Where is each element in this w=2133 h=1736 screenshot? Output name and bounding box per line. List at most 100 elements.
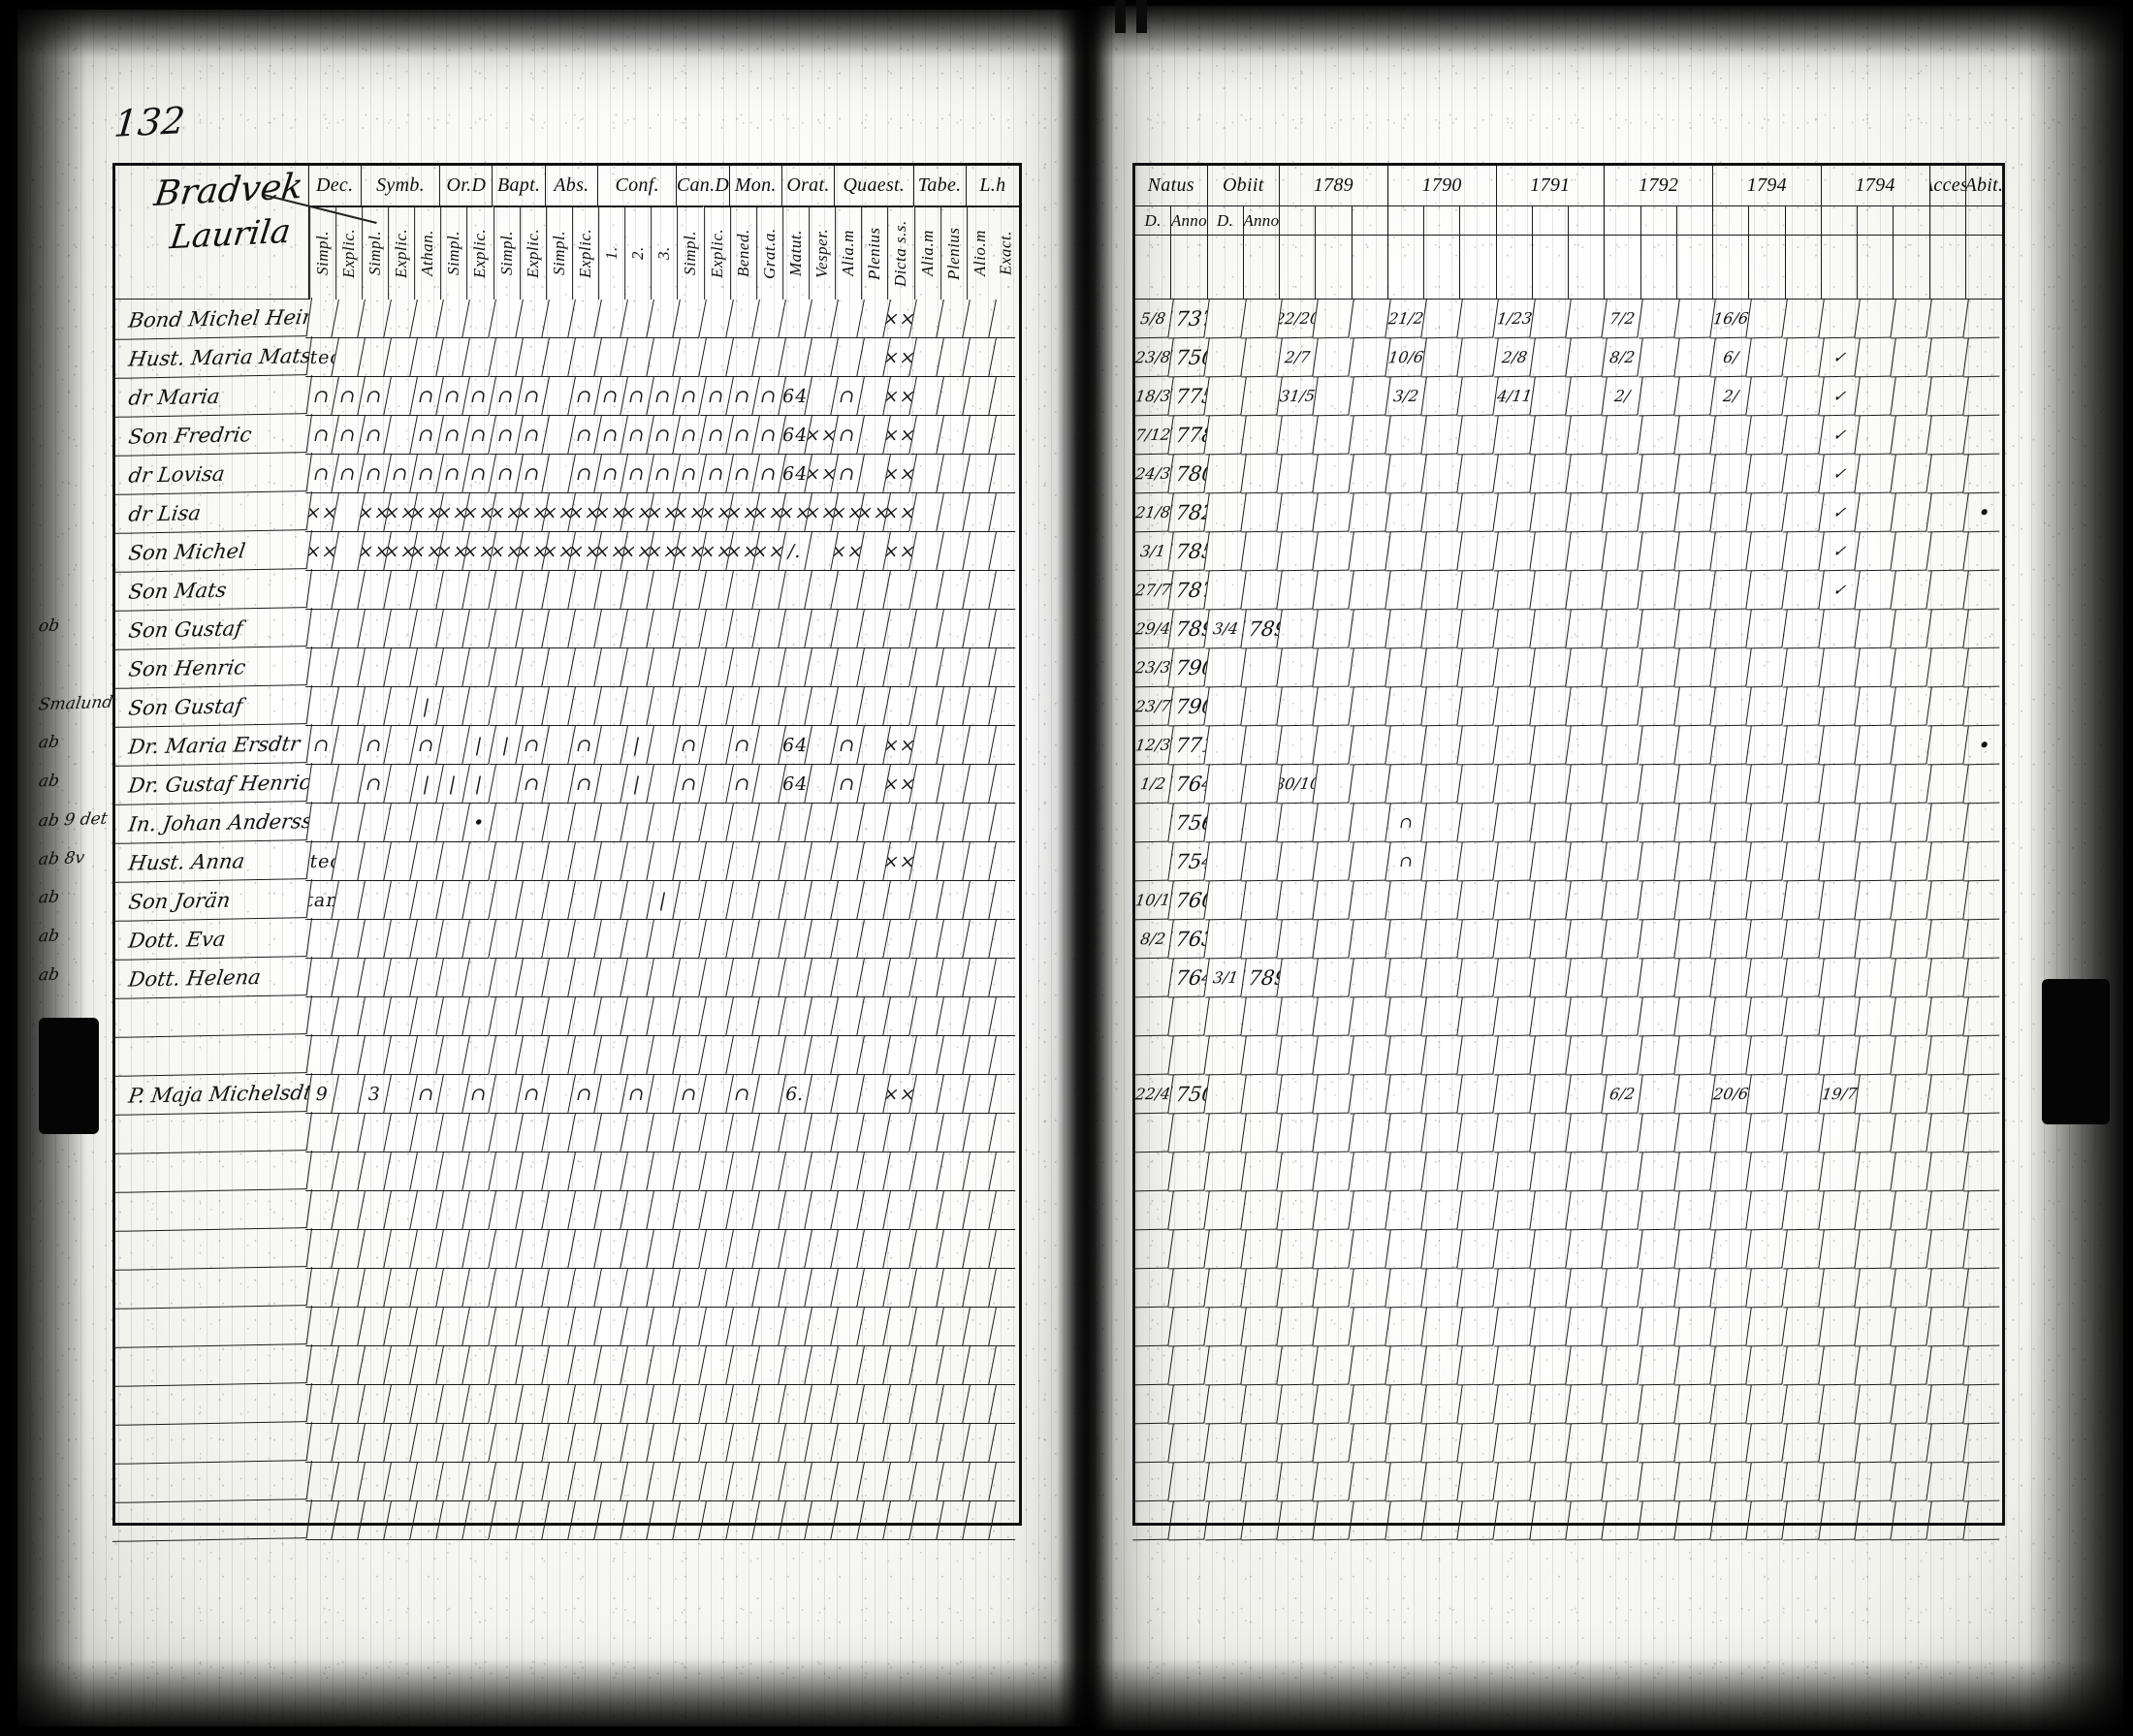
year-1794-cell[interactable] [1891, 1500, 1933, 1541]
year-1790-cell[interactable] [1421, 1384, 1464, 1425]
year-1794-cell[interactable] [1855, 1462, 1897, 1502]
year-1789-cell[interactable] [1349, 609, 1391, 649]
obiit-day-cell[interactable] [1204, 1345, 1247, 1386]
year-1790-cell[interactable]: 21/2 [1385, 299, 1427, 339]
obiit-year-cell[interactable] [1240, 725, 1283, 766]
year-1789-cell[interactable] [1277, 1268, 1320, 1309]
year-1791-cell[interactable] [1566, 376, 1608, 417]
year-1791-cell[interactable]: 2/8 [1493, 337, 1536, 378]
person-name-cell[interactable]: Hust. Maria Matsdtr [111, 336, 312, 379]
year-1794-cell[interactable] [1891, 803, 1933, 843]
obiit-year-cell[interactable] [1240, 1113, 1283, 1153]
natus-day-cell[interactable] [1132, 1268, 1175, 1309]
year-1794-cell[interactable] [1710, 454, 1753, 494]
acces-cell[interactable] [1926, 492, 1969, 533]
year-1789-cell[interactable] [1277, 531, 1320, 572]
abit-cell[interactable] [1962, 415, 2005, 456]
natus-year-cell[interactable]: 1756 [1168, 803, 1211, 843]
natus-year-cell[interactable]: 1760 [1168, 880, 1211, 921]
year-1791-cell[interactable] [1493, 1190, 1536, 1231]
year-1794-cell[interactable] [1746, 1113, 1789, 1153]
obiit-year-cell[interactable] [1240, 647, 1283, 688]
year-1794-cell[interactable] [1710, 1423, 1753, 1464]
year-1792-cell[interactable] [1602, 1190, 1644, 1231]
year-1792-cell[interactable] [1673, 1190, 1716, 1231]
year-1794-cell[interactable]: ✓ [1818, 531, 1861, 572]
year-1794-cell[interactable] [1891, 647, 1933, 688]
year-1794-cell[interactable] [1891, 958, 1933, 998]
abit-cell[interactable] [1962, 647, 2005, 688]
year-1791-cell[interactable] [1529, 531, 1572, 572]
person-name-cell[interactable] [111, 1112, 312, 1154]
year-1792-cell[interactable]: 8/2 [1602, 337, 1644, 378]
year-1794-cell[interactable] [1818, 880, 1861, 921]
acces-cell[interactable] [1926, 1307, 1969, 1347]
year-1794-cell[interactable] [1855, 299, 1897, 339]
year-1789-cell[interactable] [1313, 996, 1355, 1037]
year-1791-cell[interactable] [1493, 1152, 1536, 1192]
year-1794-cell[interactable] [1782, 1074, 1825, 1115]
year-1794-cell[interactable] [1891, 570, 1933, 611]
year-1790-cell[interactable] [1457, 1462, 1500, 1502]
year-1791-cell[interactable] [1566, 492, 1608, 533]
year-1794-cell[interactable] [1710, 1229, 1753, 1270]
person-name-cell[interactable] [111, 1499, 312, 1542]
year-1794-cell[interactable] [1710, 609, 1753, 649]
person-name-cell[interactable]: Dott. Helena [111, 957, 312, 999]
natus-day-cell[interactable] [1132, 1423, 1175, 1464]
year-1791-cell[interactable] [1529, 919, 1572, 960]
year-1789-cell[interactable] [1313, 958, 1355, 998]
year-1789-cell[interactable] [1277, 1113, 1320, 1153]
year-1789-cell[interactable] [1277, 919, 1320, 960]
year-1791-cell[interactable] [1493, 1462, 1536, 1502]
year-1789-cell[interactable] [1313, 1500, 1355, 1541]
year-1790-cell[interactable] [1385, 454, 1427, 494]
year-1791-cell[interactable] [1529, 725, 1572, 766]
acces-cell[interactable] [1926, 376, 1969, 417]
year-1792-cell[interactable] [1602, 1462, 1644, 1502]
year-1790-cell[interactable] [1385, 1345, 1427, 1386]
year-1792-cell[interactable] [1638, 764, 1680, 805]
year-1791-cell[interactable] [1493, 764, 1536, 805]
year-1794-cell[interactable] [1782, 803, 1825, 843]
obiit-year-cell[interactable] [1240, 1229, 1283, 1270]
year-1791-cell[interactable] [1566, 415, 1608, 456]
year-1794-cell[interactable] [1782, 609, 1825, 649]
natus-year-cell[interactable]: 1790 [1168, 647, 1211, 688]
abit-cell[interactable]: • [1962, 725, 2005, 766]
year-1794-cell[interactable] [1782, 454, 1825, 494]
year-1791-cell[interactable] [1529, 686, 1572, 727]
year-1789-cell[interactable] [1313, 415, 1355, 456]
year-1794-cell[interactable] [1746, 1345, 1789, 1386]
year-1789-cell[interactable] [1349, 996, 1391, 1037]
abit-cell[interactable] [1962, 337, 2005, 378]
year-1794-cell[interactable] [1746, 299, 1789, 339]
year-1792-cell[interactable] [1638, 337, 1680, 378]
acces-cell[interactable] [1926, 1500, 1969, 1541]
year-1792-cell[interactable] [1673, 1074, 1716, 1115]
obiit-day-cell[interactable] [1204, 686, 1247, 727]
table-row[interactable] [111, 1422, 1023, 1465]
year-1790-cell[interactable] [1457, 1113, 1500, 1153]
year-1794-cell[interactable] [1855, 996, 1897, 1037]
year-1794-cell[interactable] [1855, 337, 1897, 378]
year-1792-cell[interactable] [1602, 570, 1644, 611]
year-1789-cell[interactable] [1349, 1035, 1391, 1076]
year-1792-cell[interactable] [1602, 1035, 1644, 1076]
year-1792-cell[interactable] [1638, 299, 1680, 339]
year-1790-cell[interactable] [1385, 647, 1427, 688]
year-1791-cell[interactable] [1566, 1229, 1608, 1270]
year-1791-cell[interactable] [1529, 1423, 1572, 1464]
year-1790-cell[interactable] [1457, 299, 1500, 339]
year-1789-cell[interactable] [1349, 415, 1391, 456]
table-row[interactable]: dr Maria ∩ ∩ ∩ ∩ ∩ ∩ ∩ ∩ ∩ ∩ ∩ ∩ ∩ ∩ ∩ ∩ 64 ∩ ×× [111, 375, 1023, 418]
year-1794-cell[interactable] [1818, 1307, 1861, 1347]
natus-day-cell[interactable] [1132, 958, 1175, 998]
year-1792-cell[interactable] [1602, 1345, 1644, 1386]
year-1790-cell[interactable] [1421, 570, 1464, 611]
table-row[interactable]: 21/8 1782 ✓ • [1132, 492, 2005, 533]
year-1794-cell[interactable]: 2/ [1710, 376, 1753, 417]
year-1789-cell[interactable] [1277, 1074, 1320, 1115]
table-row[interactable]: 12/3 1771 • [1132, 725, 2005, 766]
acces-cell[interactable] [1926, 1462, 1969, 1502]
